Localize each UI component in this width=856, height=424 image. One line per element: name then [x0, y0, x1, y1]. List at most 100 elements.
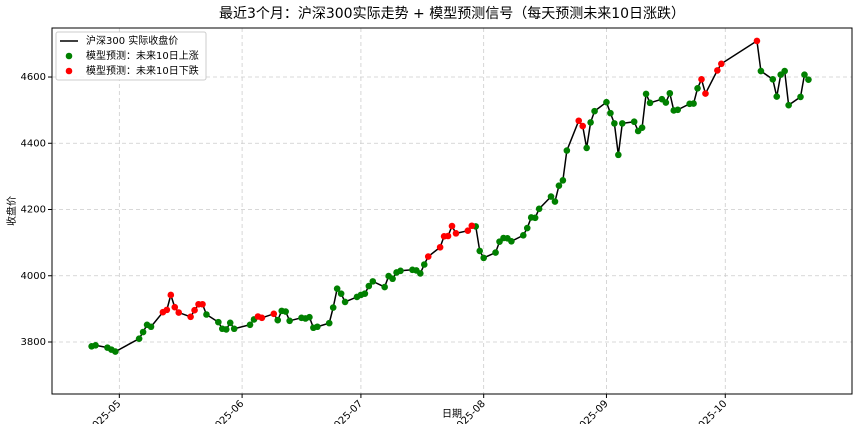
y-tick-label: 4400 — [21, 138, 46, 149]
signal-point — [607, 109, 614, 117]
signal-point — [135, 335, 143, 342]
signal-point — [638, 124, 646, 131]
signal-point — [591, 107, 598, 115]
signal-point — [714, 67, 721, 74]
legend-label: 模型预测：未来10日下跌 — [86, 64, 199, 77]
signal-point — [476, 247, 484, 255]
signal-point — [757, 67, 765, 75]
signal-point — [464, 227, 472, 235]
signal-point — [306, 313, 313, 321]
legend-marker — [65, 67, 73, 75]
signal-point — [270, 310, 278, 318]
signal-point — [147, 323, 155, 331]
signal-point — [519, 232, 527, 239]
signal-point — [575, 117, 583, 125]
signal-point — [203, 311, 210, 318]
signal-point — [314, 323, 321, 331]
signal-point — [480, 254, 487, 262]
signal-point — [171, 303, 179, 311]
signal-point — [397, 267, 404, 275]
signal-point — [215, 318, 222, 326]
signal-point — [139, 328, 147, 336]
chart-title: 最近3个月：沪深300实际走势 + 模型预测信号（每天预测未来10日涨跌） — [219, 6, 685, 22]
signal-point — [583, 144, 590, 152]
signal-point — [222, 326, 230, 333]
signal-point — [258, 314, 266, 322]
signal-point — [785, 101, 792, 109]
signal-point — [547, 193, 555, 200]
signal-point — [535, 205, 543, 213]
signal-point — [662, 99, 670, 106]
signal-point — [559, 177, 567, 184]
signal-point — [603, 98, 610, 106]
signal-point — [797, 93, 804, 101]
signal-point — [187, 313, 194, 321]
signal-point — [167, 291, 175, 299]
signal-point — [666, 89, 674, 97]
legend-label: 模型预测：未来10日上涨 — [86, 49, 199, 62]
signal-point — [389, 275, 396, 283]
x-axis-label: 日期 — [442, 408, 462, 420]
plot-frame — [51, 27, 853, 395]
signal-point — [773, 93, 781, 100]
signal-point — [369, 278, 377, 285]
signal-point — [436, 243, 444, 251]
signal-point — [642, 90, 650, 98]
signal-point — [805, 76, 812, 83]
signal-point — [444, 232, 452, 240]
signal-point — [282, 308, 289, 315]
signal-point — [333, 285, 341, 292]
signal-point — [163, 306, 171, 314]
signal-point — [801, 71, 808, 79]
signal-point — [112, 348, 119, 355]
y-axis-label: 收盘价 — [5, 196, 18, 226]
signal-point — [230, 325, 238, 333]
signal-point — [611, 120, 618, 127]
signal-point — [508, 238, 515, 245]
signal-point — [615, 151, 622, 159]
y-tick-label: 4600 — [21, 72, 46, 83]
signal-point — [365, 282, 373, 290]
signal-point — [92, 342, 99, 349]
y-tick-label: 4200 — [21, 205, 46, 216]
signal-point — [417, 270, 424, 277]
signal-point — [199, 300, 206, 308]
signal-point — [579, 122, 586, 130]
signal-point — [531, 214, 539, 222]
signal-point — [246, 321, 254, 329]
signal-point — [674, 106, 682, 114]
signal-point — [563, 147, 571, 154]
signal-point — [718, 60, 725, 68]
legend-box — [55, 31, 207, 81]
signal-point — [694, 84, 701, 92]
signal-point — [555, 182, 563, 189]
y-tick-label: 3800 — [21, 337, 46, 348]
signal-point — [286, 317, 293, 325]
signal-point — [452, 230, 460, 237]
signal-point — [492, 249, 499, 256]
signal-point — [523, 224, 531, 232]
signal-point — [191, 306, 198, 314]
legend-marker — [65, 52, 73, 60]
signal-point — [325, 319, 333, 327]
signal-point — [646, 99, 654, 107]
signal-point — [424, 253, 432, 260]
signal-point — [361, 290, 369, 297]
y-tick-label: 4000 — [21, 271, 46, 282]
signal-point — [551, 198, 559, 205]
signal-point — [341, 298, 349, 306]
signal-point — [587, 119, 594, 126]
signal-point — [769, 76, 777, 83]
signal-point — [329, 304, 337, 311]
signal-point — [448, 222, 456, 230]
signal-point — [630, 118, 638, 126]
legend-label: 沪深300 实际收盘价 — [86, 34, 178, 47]
signal-point — [690, 100, 697, 107]
signal-point — [753, 37, 761, 45]
signal-point — [420, 261, 428, 268]
signal-point — [618, 120, 626, 127]
signal-point — [468, 222, 476, 230]
signal-point — [226, 319, 234, 327]
signal-point — [175, 309, 183, 316]
